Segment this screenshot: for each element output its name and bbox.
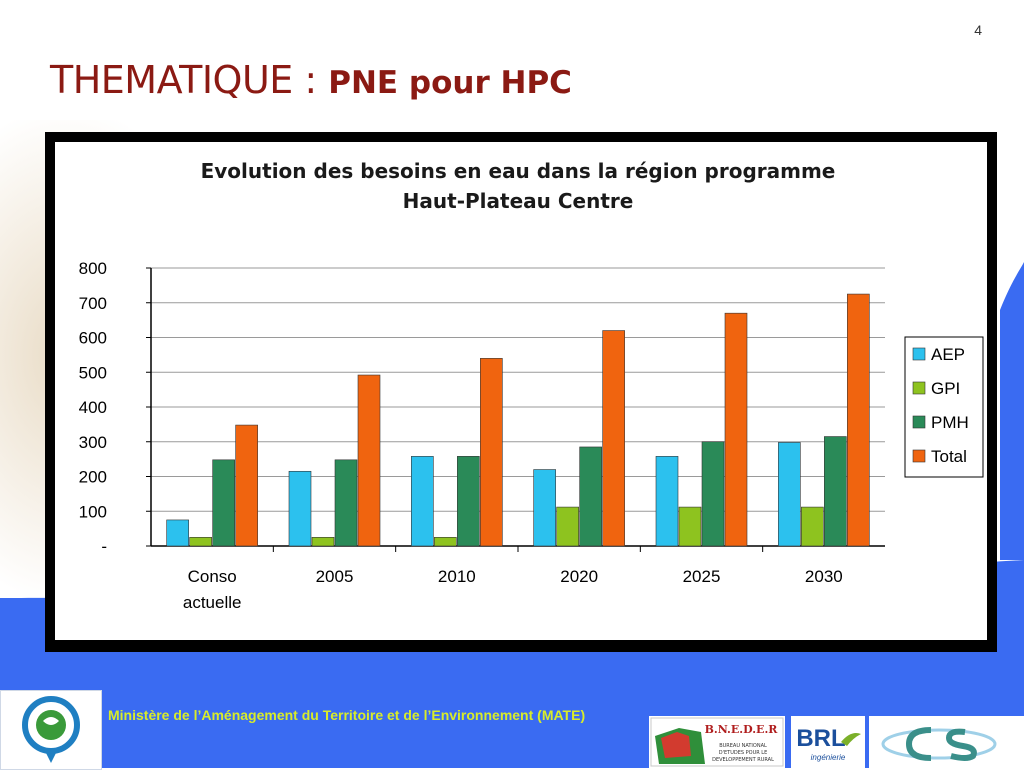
bar-gpi: [556, 506, 579, 547]
y-tick-label: 500: [79, 363, 107, 382]
mate-emblem-icon: [22, 696, 80, 763]
chart-frame: Evolution des besoins en eau dans la rég…: [45, 132, 997, 652]
cs-logo: [869, 716, 1024, 768]
brl-label: BRL: [796, 725, 845, 752]
bneder-subtitle-line1: BUREAU NATIONAL: [719, 743, 767, 749]
bar-aep: [655, 456, 679, 547]
slide-title: THEMATIQUE : PNE pour HPC: [50, 58, 572, 102]
bar-pmh: [701, 441, 725, 547]
brl-logo: BRL ingénierie: [791, 716, 865, 768]
bar-aep: [778, 442, 801, 547]
bneder-label: B.N.E.D.E.R: [705, 723, 779, 736]
bars: [166, 293, 870, 547]
bar-pmh: [824, 436, 847, 547]
bar-aep: [166, 519, 189, 547]
title-sub: PNE pour HPC: [328, 65, 572, 101]
legend-swatch: [912, 449, 926, 463]
chart-panel: Evolution des besoins en eau dans la rég…: [55, 142, 987, 640]
bar-aep: [533, 469, 556, 547]
bar-total: [357, 374, 381, 547]
grid-lines: [146, 267, 885, 552]
legend-label: GPI: [931, 379, 960, 398]
mate-logo: [0, 690, 102, 770]
legend-label: PMH: [931, 413, 969, 432]
bar-pmh: [334, 459, 358, 547]
legend: AEP GPI PMH Total: [904, 336, 984, 478]
x-tick-label: 2030: [805, 567, 843, 586]
y-tick-label: 400: [79, 398, 107, 417]
bar-pmh: [212, 459, 235, 547]
x-tick-label: 2020: [560, 567, 598, 586]
bar-total: [847, 293, 870, 547]
brl-sub: ingénierie: [811, 753, 846, 762]
x-tick-label: 2005: [316, 567, 354, 586]
y-tick-label: 200: [79, 468, 107, 487]
bar-total: [602, 330, 625, 547]
blue-edge-shape: [1000, 262, 1024, 560]
bar-gpi: [678, 506, 702, 547]
y-tick-label: 100: [79, 502, 107, 521]
bar-aep: [288, 470, 312, 547]
bar-gpi: [801, 506, 824, 547]
bar-gpi: [311, 537, 335, 547]
x-axis-ticks: Conso actuelle 2005 2010 2020 2025 2030: [183, 567, 843, 612]
bar-total: [724, 312, 748, 547]
y-tick-label: -: [101, 537, 107, 556]
legend-swatch: [912, 347, 926, 361]
brl-swoosh-icon: [841, 733, 861, 746]
bar-pmh: [457, 456, 480, 547]
x-tick-label: 2025: [683, 567, 721, 586]
chart-title-line2: Haut-Plateau Centre: [403, 189, 634, 213]
legend-label: AEP: [931, 345, 965, 364]
bneder-logo: B.N.E.D.E.R BUREAU NATIONAL D'ETUDES POU…: [649, 716, 785, 768]
page-number: 4: [974, 22, 982, 38]
y-tick-label: 300: [79, 433, 107, 452]
y-tick-label: 800: [79, 259, 107, 278]
bar-gpi: [189, 537, 212, 547]
bar-chart: Evolution des besoins en eau dans la rég…: [79, 159, 984, 612]
x-tick-label: Conso: [188, 567, 237, 586]
title-main: THEMATIQUE :: [50, 58, 329, 102]
legend-swatch: [912, 415, 926, 429]
bar-gpi: [434, 537, 457, 547]
cs-letters-icon: [905, 727, 977, 761]
bneder-subtitle-line2: D'ETUDES POUR LE: [719, 750, 768, 756]
y-axis-ticks: 800 700 600 500 400 300 200 100 -: [79, 259, 107, 556]
legend-swatch: [912, 381, 926, 395]
y-tick-label: 700: [79, 294, 107, 313]
bar-aep: [411, 456, 434, 547]
y-tick-label: 600: [79, 329, 107, 348]
legend-label: Total: [931, 447, 967, 466]
bar-pmh: [579, 446, 602, 547]
chart-title-line1: Evolution des besoins en eau dans la rég…: [201, 159, 836, 183]
bar-total: [235, 424, 258, 547]
bneder-subtitle-line3: DEVELOPPEMENT RURAL: [712, 757, 774, 763]
ministry-label: Ministère de l’Aménagement du Territoire…: [108, 707, 586, 723]
x-tick-label: 2010: [438, 567, 476, 586]
x-tick-label: actuelle: [183, 593, 242, 612]
bar-total: [480, 358, 503, 547]
